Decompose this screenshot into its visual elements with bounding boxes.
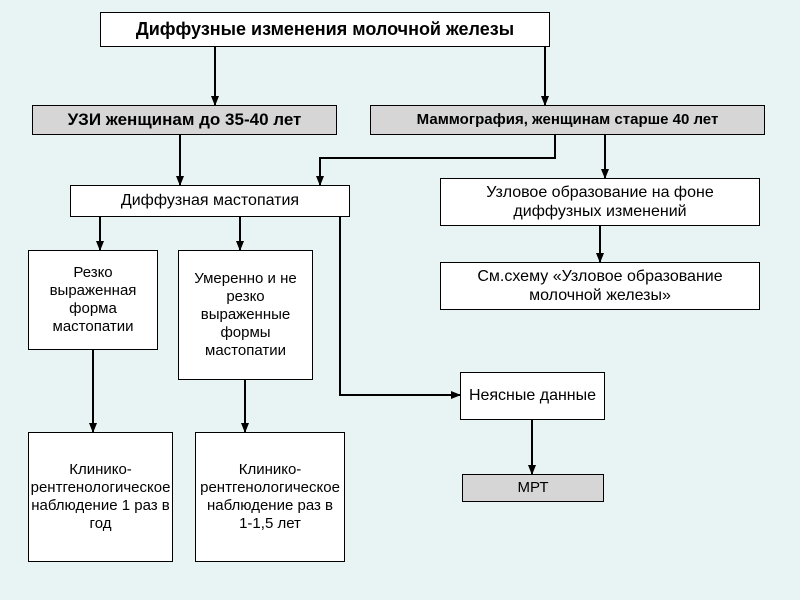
node-label: Узловое образование на фоне диффузных из… xyxy=(447,183,753,221)
node-label: Резко выраженная форма мастопатии xyxy=(35,264,151,336)
node-sharp: Резко выраженная форма мастопатии xyxy=(28,250,158,350)
node-label: Маммография, женщинам старше 40 лет xyxy=(417,111,719,129)
node-label: Диффузные изменения молочной железы xyxy=(136,19,514,41)
node-obs1: Клинико-рентгенологическое наблюдение 1 … xyxy=(28,432,173,562)
node-moderate: Умеренно и не резко выраженные формы мас… xyxy=(178,250,313,380)
node-label: Неясные данные xyxy=(469,386,596,405)
node-label: Диффузная мастопатия xyxy=(121,191,299,210)
node-root: Диффузные изменения молочной железы xyxy=(100,12,550,47)
node-nodular: Узловое образование на фоне диффузных из… xyxy=(440,178,760,226)
node-label: Клинико-рентгенологическое наблюдение 1 … xyxy=(31,461,171,533)
node-label: МРТ xyxy=(518,479,549,497)
node-label: См.схему «Узловое образование молочной ж… xyxy=(447,267,753,305)
node-label: УЗИ женщинам до 35-40 лет xyxy=(68,110,302,130)
node-mammo: Маммография, женщинам старше 40 лет xyxy=(370,105,765,135)
node-diff_mast: Диффузная мастопатия xyxy=(70,185,350,217)
node-uzi: УЗИ женщинам до 35-40 лет xyxy=(32,105,337,135)
node-label: Клинико-рентгенологическое наблюдение ра… xyxy=(200,461,340,533)
node-mrt: МРТ xyxy=(462,474,604,502)
node-label: Умеренно и не резко выраженные формы мас… xyxy=(185,270,306,360)
node-see_scheme: См.схему «Узловое образование молочной ж… xyxy=(440,262,760,310)
node-unclear: Неясные данные xyxy=(460,372,605,420)
node-obs2: Клинико-рентгенологическое наблюдение ра… xyxy=(195,432,345,562)
